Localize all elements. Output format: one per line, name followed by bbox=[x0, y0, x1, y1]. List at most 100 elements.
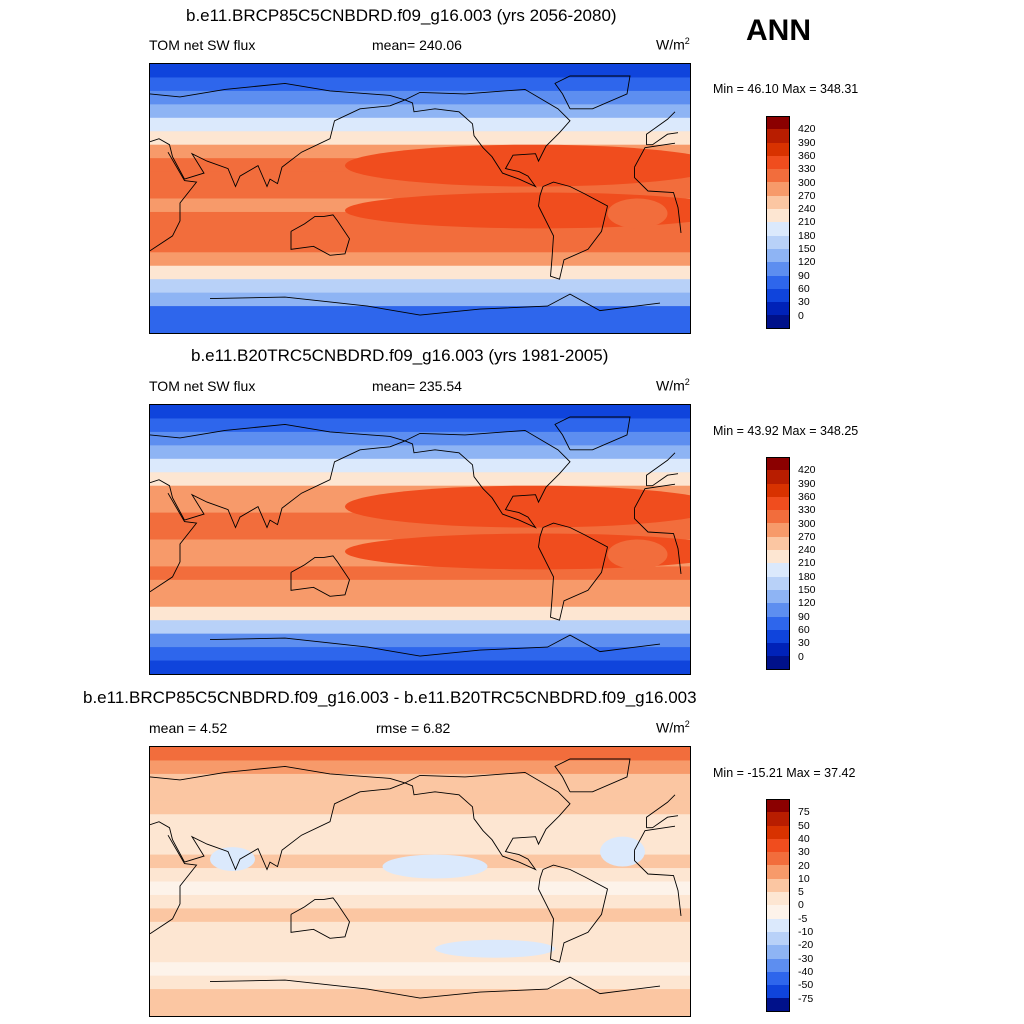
colorbar-swatch bbox=[766, 302, 790, 316]
zonal-band bbox=[150, 747, 690, 762]
panel-2-mean-label: mean= 235.54 bbox=[372, 378, 462, 394]
panel-3-units: W/m2 bbox=[656, 719, 690, 736]
coastline bbox=[646, 132, 679, 146]
colorbar-swatch bbox=[766, 315, 790, 329]
colorbar-tick-label: 150 bbox=[798, 584, 816, 596]
colorbar-swatch bbox=[766, 235, 790, 249]
colorbar-tick-label: 0 bbox=[798, 650, 804, 663]
colorbar-tick-label: 10 bbox=[798, 872, 810, 885]
zonal-band bbox=[150, 77, 690, 92]
coastline bbox=[634, 142, 676, 168]
negative-difference-region bbox=[435, 939, 555, 958]
colorbar-tick-label: 330 bbox=[798, 504, 816, 517]
zonal-band bbox=[150, 225, 690, 240]
coastline bbox=[538, 522, 609, 621]
colorbar-swatch bbox=[766, 550, 790, 564]
zonal-band bbox=[150, 633, 690, 648]
coastline bbox=[150, 82, 407, 188]
colorbar-tick-label: 300 bbox=[798, 176, 816, 189]
colorbar-tick-label: 360 bbox=[798, 490, 816, 503]
coastline bbox=[150, 492, 198, 593]
ocean-flux-maximum bbox=[345, 533, 690, 570]
colorbar-swatch bbox=[766, 892, 790, 906]
colorbar-swatch bbox=[766, 931, 790, 946]
colorbar-tick-label: 420 bbox=[798, 123, 816, 136]
coastline bbox=[634, 508, 682, 574]
zonal-band bbox=[150, 265, 690, 280]
zonal-band bbox=[150, 841, 690, 856]
colorbar-tick-label: 180 bbox=[798, 229, 816, 242]
colorbar-tick-label: 390 bbox=[798, 136, 816, 149]
coastline bbox=[634, 850, 682, 916]
colorbar-swatch bbox=[766, 629, 790, 644]
coastline bbox=[538, 864, 609, 963]
colorbar-tick-label: 210 bbox=[798, 216, 816, 229]
colorbar-swatch bbox=[766, 182, 790, 196]
panel-1-mean-label: mean= 240.06 bbox=[372, 37, 462, 53]
colorbar-swatch bbox=[766, 958, 790, 972]
panel-2-variable-label: TOM net SW flux bbox=[149, 378, 256, 394]
panel-2-map bbox=[149, 404, 691, 675]
panel-2-title: b.e11.B20TRC5CNBDRD.f09_g16.003 (yrs 198… bbox=[191, 346, 609, 365]
colorbar-swatch bbox=[766, 470, 790, 484]
zonal-band bbox=[150, 593, 690, 608]
coastline bbox=[646, 452, 676, 486]
coastline bbox=[554, 758, 631, 793]
coastline bbox=[150, 423, 407, 529]
colorbar-swatch bbox=[766, 971, 790, 986]
coastline bbox=[150, 834, 198, 935]
colorbar-swatch bbox=[766, 603, 790, 617]
coastline bbox=[646, 111, 676, 145]
colorbar-tick-label: 360 bbox=[798, 149, 816, 162]
zonal-band bbox=[150, 760, 690, 775]
coastline bbox=[538, 181, 609, 280]
zonal-band bbox=[150, 814, 690, 829]
zonal-band bbox=[150, 418, 690, 433]
ocean-flux-maximum bbox=[607, 539, 668, 570]
panel-3-mean-label: mean = 4.52 bbox=[149, 720, 228, 736]
panel-2-colorbar: 420 390 360 330 300 270 240 210 180 150 120 90 60 30 0 bbox=[766, 457, 816, 670]
colorbar-tick-label: 0 bbox=[798, 309, 804, 322]
panel-1-map bbox=[149, 63, 691, 334]
zonal-band bbox=[150, 566, 690, 581]
colorbar-tick-label: 60 bbox=[798, 623, 810, 636]
negative-difference-region bbox=[210, 847, 255, 872]
ocean-flux-maximum bbox=[345, 144, 690, 187]
ocean-flux-maximum bbox=[345, 192, 690, 229]
coastline bbox=[404, 88, 571, 188]
zonal-band bbox=[150, 279, 690, 294]
colorbar-tick-label: -40 bbox=[798, 965, 814, 978]
coastline bbox=[404, 771, 571, 871]
colorbar-swatch bbox=[766, 116, 790, 130]
colorbar-swatch bbox=[766, 510, 790, 524]
colorbar-swatch bbox=[766, 838, 790, 853]
colorbar-swatch bbox=[766, 852, 790, 866]
colorbar-tick-label: 120 bbox=[798, 256, 816, 269]
season-label: ANN bbox=[746, 14, 811, 47]
zonal-band bbox=[150, 647, 690, 662]
coastline bbox=[404, 429, 571, 529]
colorbar-swatch bbox=[766, 985, 790, 999]
colorbar-swatch bbox=[766, 812, 790, 826]
colorbar-swatch bbox=[766, 945, 790, 959]
colorbar-swatch bbox=[766, 998, 790, 1012]
coastline bbox=[290, 897, 350, 939]
coastline bbox=[209, 976, 661, 999]
zonal-band bbox=[150, 975, 690, 990]
zonal-band bbox=[150, 773, 690, 788]
colorbar-swatch bbox=[766, 142, 790, 156]
colorbar-swatch bbox=[766, 169, 790, 183]
colorbar-swatch bbox=[766, 799, 790, 813]
panel-1-minmax: Min = 46.10 Max = 348.31 bbox=[713, 82, 859, 96]
colorbar-swatch bbox=[766, 457, 790, 471]
colorbar-tick-label: 240 bbox=[798, 203, 816, 216]
coastline bbox=[209, 293, 661, 316]
colorbar-tick-label: 30 bbox=[798, 637, 810, 650]
colorbar-swatch bbox=[766, 905, 790, 919]
coastline bbox=[646, 794, 676, 828]
zonal-band bbox=[150, 306, 690, 321]
panel-3-rmse-label: rmse = 6.82 bbox=[376, 720, 451, 736]
colorbar-tick-label: 300 bbox=[798, 517, 816, 530]
zonal-band bbox=[150, 989, 690, 1004]
colorbar-tick-label: 330 bbox=[798, 163, 816, 176]
